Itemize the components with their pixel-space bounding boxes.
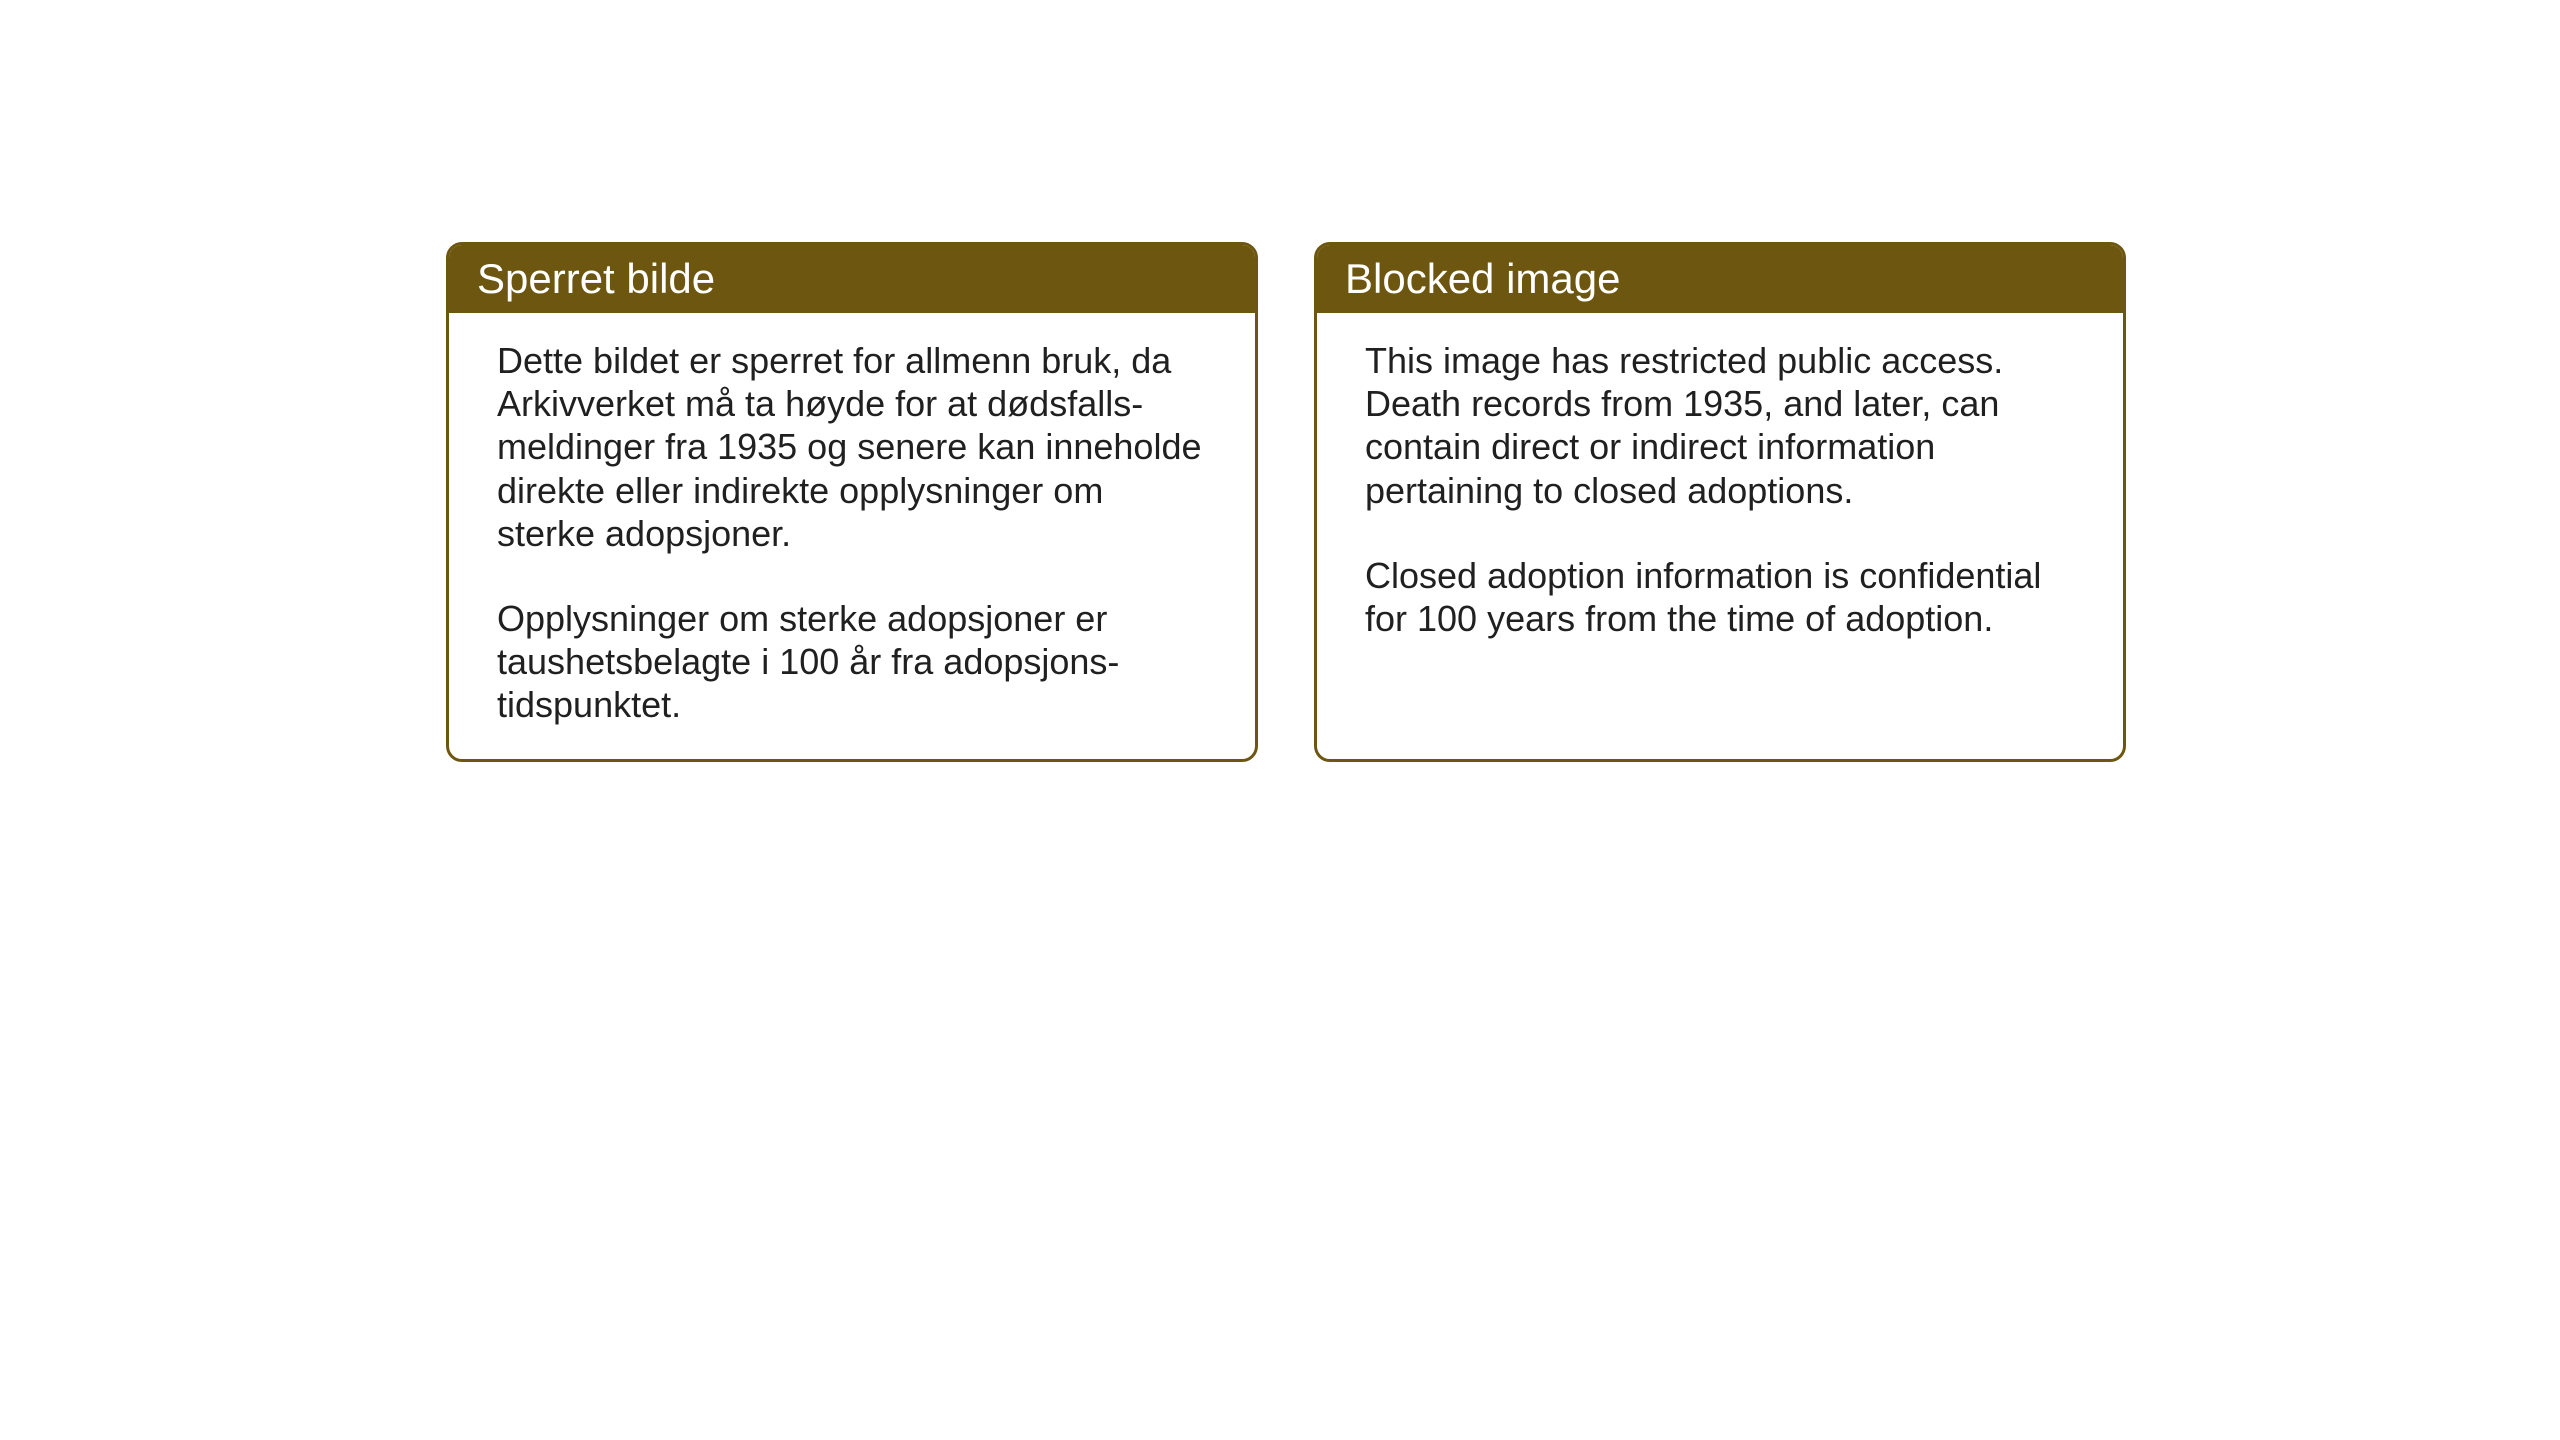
- notice-card-norwegian: Sperret bilde Dette bildet er sperret fo…: [446, 242, 1258, 762]
- notice-title-english: Blocked image: [1345, 255, 1620, 302]
- notice-header-norwegian: Sperret bilde: [449, 245, 1255, 313]
- notice-paragraph-2-english: Closed adoption information is confident…: [1365, 554, 2075, 640]
- notice-container: Sperret bilde Dette bildet er sperret fo…: [446, 242, 2126, 762]
- notice-paragraph-1-english: This image has restricted public access.…: [1365, 339, 2075, 512]
- notice-title-norwegian: Sperret bilde: [477, 255, 715, 302]
- notice-body-norwegian: Dette bildet er sperret for allmenn bruk…: [449, 313, 1255, 759]
- notice-body-english: This image has restricted public access.…: [1317, 313, 2123, 753]
- notice-header-english: Blocked image: [1317, 245, 2123, 313]
- notice-paragraph-2-norwegian: Opplysninger om sterke adopsjoner er tau…: [497, 597, 1207, 727]
- notice-card-english: Blocked image This image has restricted …: [1314, 242, 2126, 762]
- notice-paragraph-1-norwegian: Dette bildet er sperret for allmenn bruk…: [497, 339, 1207, 555]
